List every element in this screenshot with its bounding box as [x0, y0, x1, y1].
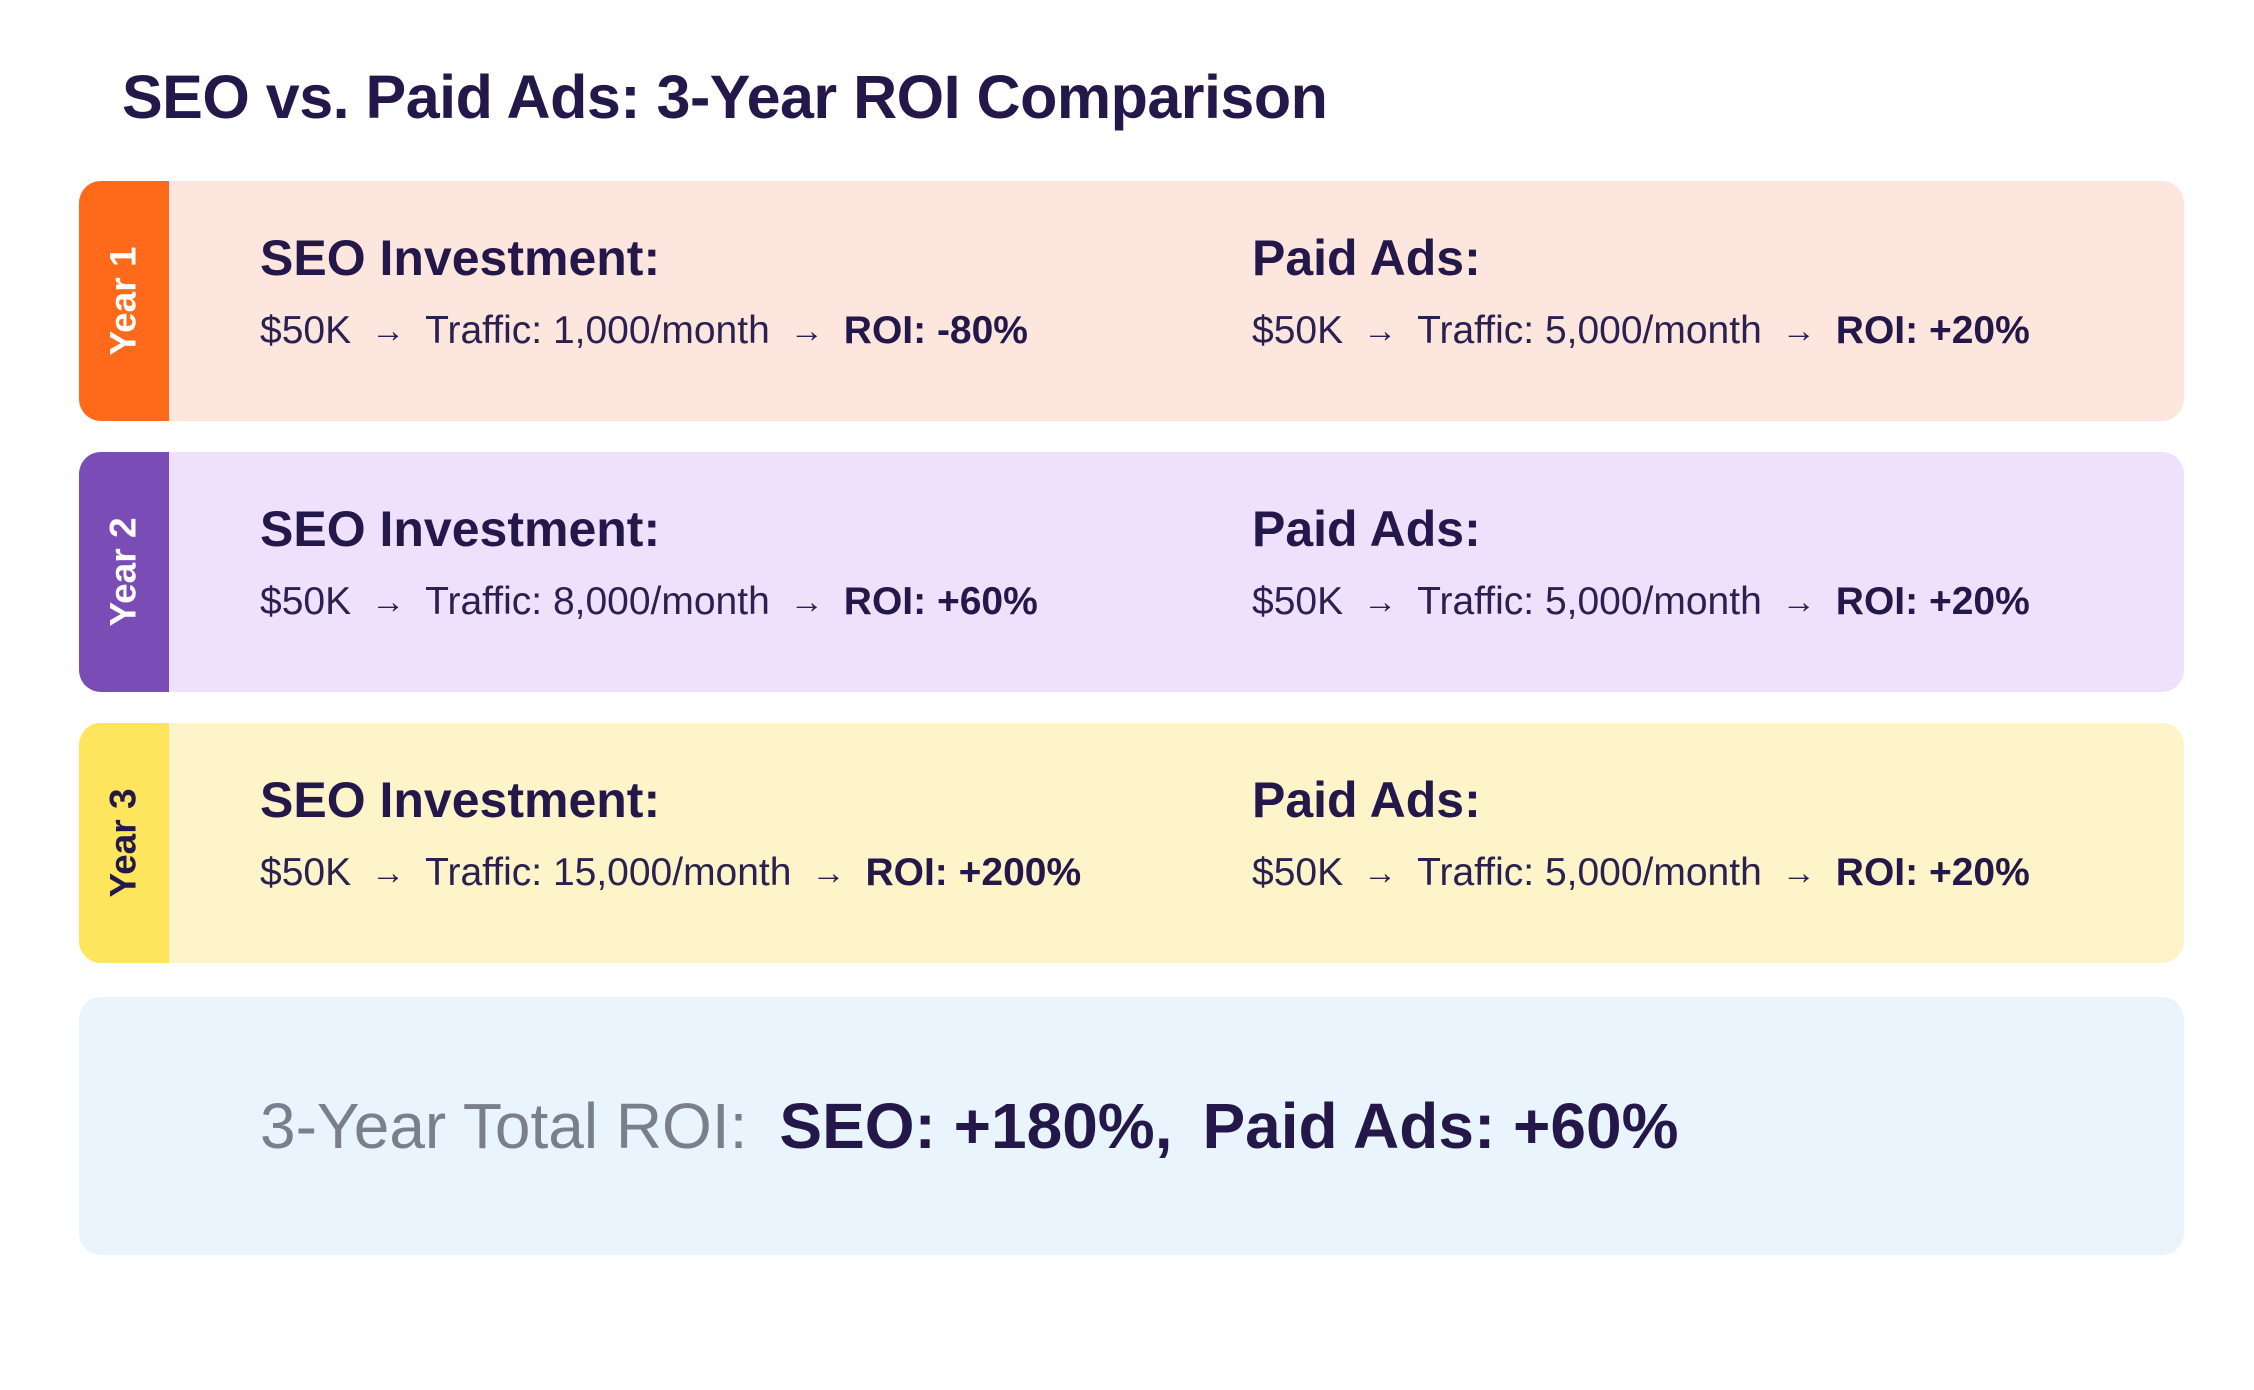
paid-ads-roi: ROI: +20%	[1835, 580, 2030, 623]
seo-investment: $50K	[260, 580, 352, 623]
paid-ads-investment: $50K	[1252, 309, 1344, 352]
seo-roi: ROI: +60%	[843, 580, 1038, 623]
arrow-right-icon: →	[1363, 582, 1398, 621]
year-label: Year 1	[103, 246, 144, 356]
arrow-right-icon: →	[371, 311, 406, 350]
arrow-right-icon: →	[371, 582, 406, 621]
total-roi-card: 3-Year Total ROI: SEO: +180%, Paid Ads: …	[79, 997, 2184, 1255]
paid-ads-heading: Paid Ads:	[1252, 230, 1481, 286]
seo-flow: $50K → Traffic: 1,000/month → ROI: -80%	[260, 309, 1028, 353]
paid-ads-traffic: Traffic: 5,000/month	[1417, 851, 1762, 894]
arrow-right-icon: →	[1781, 311, 1816, 350]
year-3-card: Year 3 SEO Investment: $50K → Traffic: 1…	[79, 723, 2184, 963]
seo-traffic: Traffic: 15,000/month	[425, 851, 792, 894]
arrow-right-icon: →	[789, 311, 824, 350]
seo-flow: $50K → Traffic: 15,000/month → ROI: +200…	[260, 851, 1081, 895]
arrow-right-icon: →	[1363, 853, 1398, 892]
arrow-right-icon: →	[789, 582, 824, 621]
year-2-tab: Year 2	[79, 452, 169, 692]
seo-heading: SEO Investment:	[260, 501, 661, 557]
paid-ads-flow: $50K → Traffic: 5,000/month → ROI: +20%	[1252, 851, 2030, 895]
total-roi-label: 3-Year Total ROI:	[260, 1090, 748, 1162]
year-1-tab: Year 1	[79, 181, 169, 421]
page-title: SEO vs. Paid Ads: 3-Year ROI Comparison	[122, 63, 1328, 131]
total-roi-line: 3-Year Total ROI: SEO: +180%, Paid Ads: …	[260, 1089, 1679, 1163]
seo-heading: SEO Investment:	[260, 230, 661, 286]
year-3-tab: Year 3	[79, 723, 169, 963]
paid-ads-traffic: Traffic: 5,000/month	[1417, 580, 1762, 623]
year-1-card: Year 1 SEO Investment: $50K → Traffic: 1…	[79, 181, 2184, 421]
seo-investment: $50K	[260, 309, 352, 352]
year-label: Year 2	[103, 517, 144, 627]
seo-traffic: Traffic: 1,000/month	[425, 309, 770, 352]
seo-traffic: Traffic: 8,000/month	[425, 580, 770, 623]
arrow-right-icon: →	[1781, 853, 1816, 892]
seo-investment: $50K	[260, 851, 352, 894]
paid-ads-traffic: Traffic: 5,000/month	[1417, 309, 1762, 352]
paid-ads-heading: Paid Ads:	[1252, 772, 1481, 828]
year-label: Year 3	[103, 788, 144, 898]
arrow-right-icon: →	[1781, 582, 1816, 621]
paid-ads-roi: ROI: +20%	[1835, 309, 2030, 352]
seo-flow: $50K → Traffic: 8,000/month → ROI: +60%	[260, 580, 1038, 624]
paid-ads-heading: Paid Ads:	[1252, 501, 1481, 557]
paid-ads-investment: $50K	[1252, 851, 1344, 894]
arrow-right-icon: →	[811, 853, 846, 892]
paid-ads-flow: $50K → Traffic: 5,000/month → ROI: +20%	[1252, 309, 2030, 353]
paid-ads-investment: $50K	[1252, 580, 1344, 623]
total-seo-roi: SEO: +180%,	[779, 1090, 1173, 1162]
arrow-right-icon: →	[371, 853, 406, 892]
paid-ads-roi: ROI: +20%	[1835, 851, 2030, 894]
paid-ads-flow: $50K → Traffic: 5,000/month → ROI: +20%	[1252, 580, 2030, 624]
year-2-card: Year 2 SEO Investment: $50K → Traffic: 8…	[79, 452, 2184, 692]
arrow-right-icon: →	[1363, 311, 1398, 350]
total-paid-ads-roi: Paid Ads: +60%	[1202, 1090, 1679, 1162]
seo-roi: ROI: +200%	[865, 851, 1082, 894]
seo-heading: SEO Investment:	[260, 772, 661, 828]
seo-roi: ROI: -80%	[843, 309, 1028, 352]
